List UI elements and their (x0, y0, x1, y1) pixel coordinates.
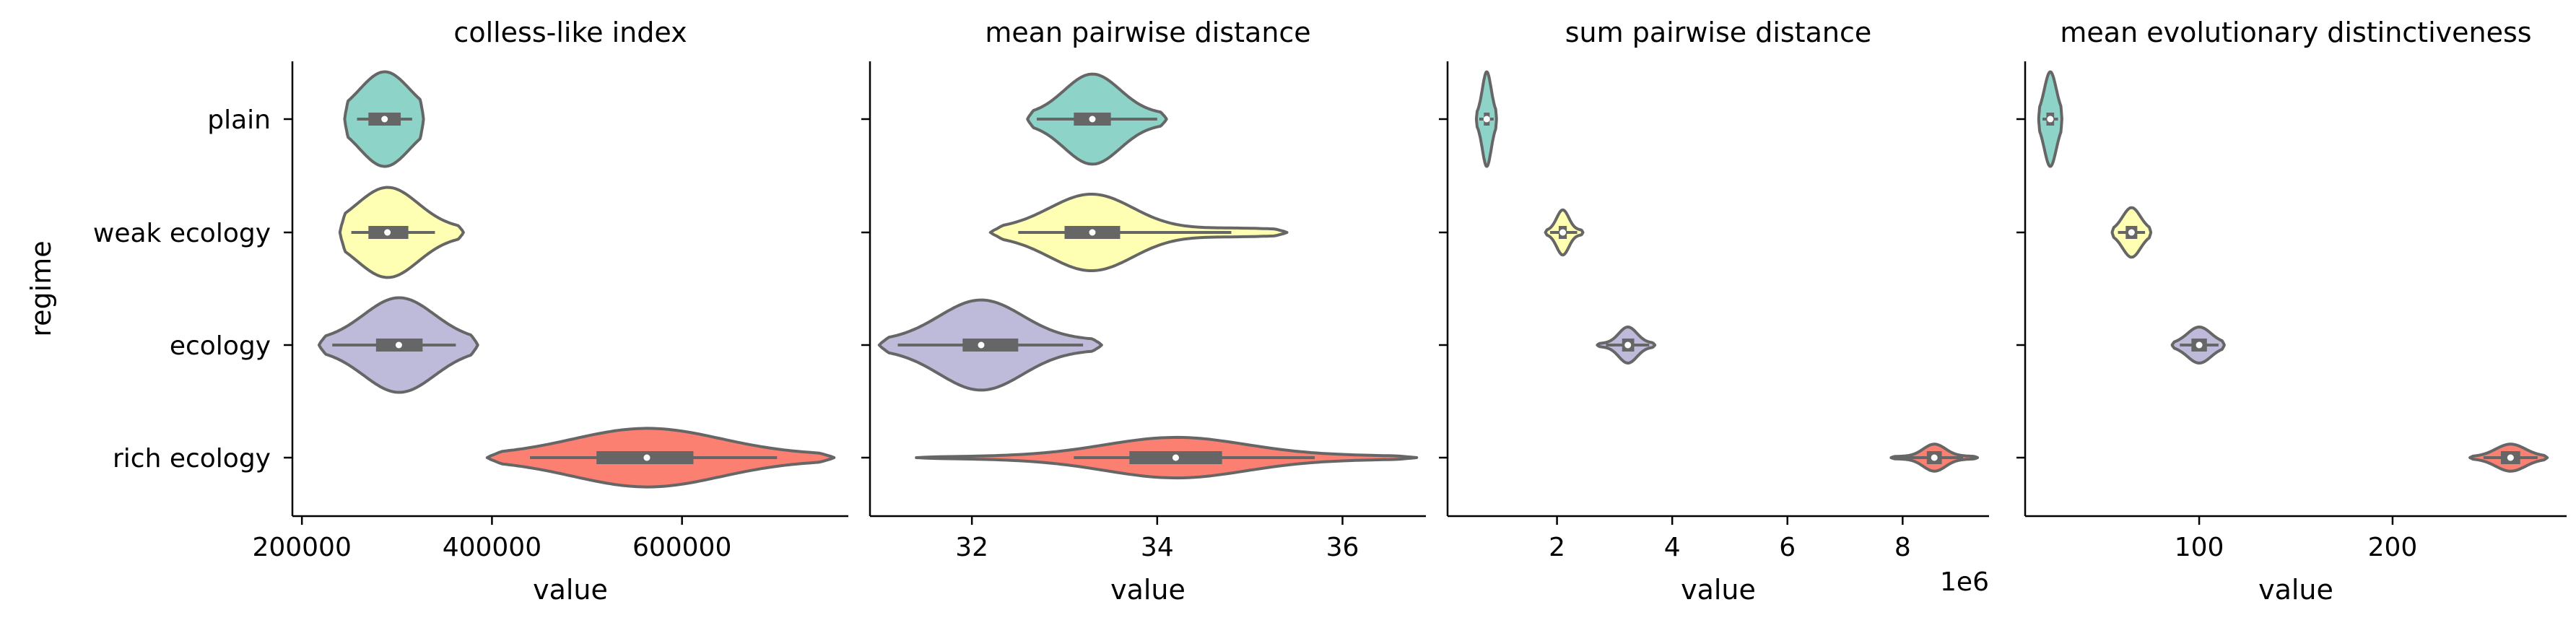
x-axis-label: value (1110, 574, 1185, 606)
median-marker-plain (2047, 115, 2054, 123)
median-marker-weak-ecology (1559, 229, 1567, 236)
y-axis-label: regime (25, 240, 57, 336)
x-offset-label: 1e6 (1940, 567, 1989, 597)
x-tick-label: 200000 (252, 533, 351, 562)
panel-sum-pairwise-distance: sum pairwise distance 2 4 6 8 value 1e6 (1439, 17, 1989, 606)
median-marker-rich-ecology (2507, 454, 2514, 461)
median-marker-weak-ecology (1089, 229, 1096, 236)
x-tick-label: 400000 (443, 533, 541, 562)
x-tick-label: 6 (1779, 533, 1796, 562)
median-marker-ecology (1624, 341, 1632, 349)
x-tick-label: 36 (1326, 533, 1359, 562)
median-marker-ecology (978, 341, 985, 349)
x-tick-label: 2 (1549, 533, 1565, 562)
y-tick-label-weak-ecology: weak ecology (93, 219, 271, 248)
panel-title: mean pairwise distance (985, 17, 1310, 48)
x-tick-label: 34 (1141, 533, 1174, 562)
x-axis-label: value (533, 574, 608, 606)
median-marker-plain (1483, 115, 1490, 123)
iqr-box-ecology (962, 339, 1019, 352)
median-marker-rich-ecology (1931, 454, 1938, 461)
x-axis-label: value (2258, 574, 2333, 606)
y-tick-label-rich-ecology: rich ecology (113, 444, 271, 474)
median-marker-weak-ecology (384, 229, 391, 236)
panel-title: sum pairwise distance (1565, 17, 1871, 48)
x-tick-label: 200 (2368, 533, 2418, 562)
x-axis-label: value (1681, 574, 1756, 606)
panel-colless-like-index: colless-like index plain weak ecology ecolo… (25, 17, 848, 606)
panel-mean-evolutionary-distinctiveness: mean evolutionary distinctiveness 100 200 v… (2016, 17, 2567, 606)
median-marker-plain (381, 115, 388, 123)
x-tick-label: 4 (1664, 533, 1681, 562)
x-tick-label: 32 (955, 533, 988, 562)
median-marker-ecology (2196, 341, 2203, 349)
y-tick-label-ecology: ecology (170, 331, 271, 361)
median-marker-rich-ecology (643, 454, 650, 461)
median-marker-rich-ecology (1172, 454, 1179, 461)
x-tick-label: 100 (2175, 533, 2224, 562)
y-tick-label-plain: plain (207, 105, 271, 135)
panel-title: mean evolutionary distinctiveness (2060, 17, 2531, 48)
panel-mean-pairwise-distance: mean pairwise distance 32 34 36 value (861, 17, 1426, 606)
panel-title: colless-like index (453, 17, 687, 48)
median-marker-plain (1089, 115, 1096, 123)
x-tick-label: 8 (1894, 533, 1911, 562)
median-marker-weak-ecology (2128, 229, 2135, 236)
x-tick-label: 600000 (632, 533, 731, 562)
median-marker-ecology (395, 341, 402, 349)
